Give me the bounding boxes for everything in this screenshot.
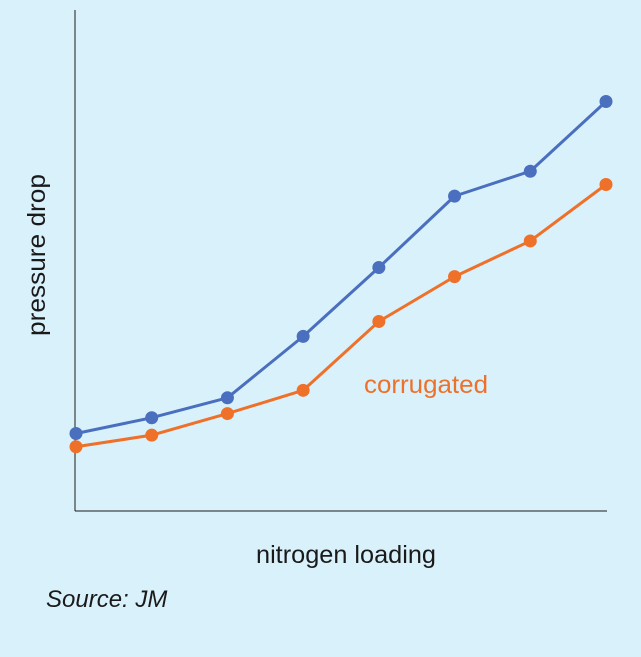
series-orange (69, 178, 613, 454)
y-axis-label: pressure drop (23, 174, 51, 336)
data-point-blue (523, 164, 537, 178)
series-blue (69, 95, 613, 440)
data-point-blue (220, 391, 234, 405)
series-layer (69, 95, 613, 454)
data-point-blue (69, 427, 83, 440)
data-point-orange (220, 407, 234, 421)
series-line-blue (75, 100, 608, 435)
data-point-orange (296, 383, 310, 397)
source-note: Source: JM (46, 586, 168, 613)
data-point-blue (599, 95, 613, 108)
x-axis-label: nitrogen loading (256, 541, 436, 569)
data-point-orange (599, 178, 613, 191)
data-point-blue (372, 261, 386, 274)
data-point-blue (145, 411, 159, 425)
data-point-orange (372, 314, 386, 328)
data-point-blue (296, 329, 310, 343)
data-point-blue (448, 189, 462, 203)
series-label-corrugated: corrugated (364, 371, 488, 399)
series-line-orange (75, 183, 607, 449)
data-point-orange (69, 440, 83, 454)
data-point-orange (145, 428, 159, 442)
data-point-orange (448, 270, 462, 284)
data-point-orange (523, 234, 537, 248)
